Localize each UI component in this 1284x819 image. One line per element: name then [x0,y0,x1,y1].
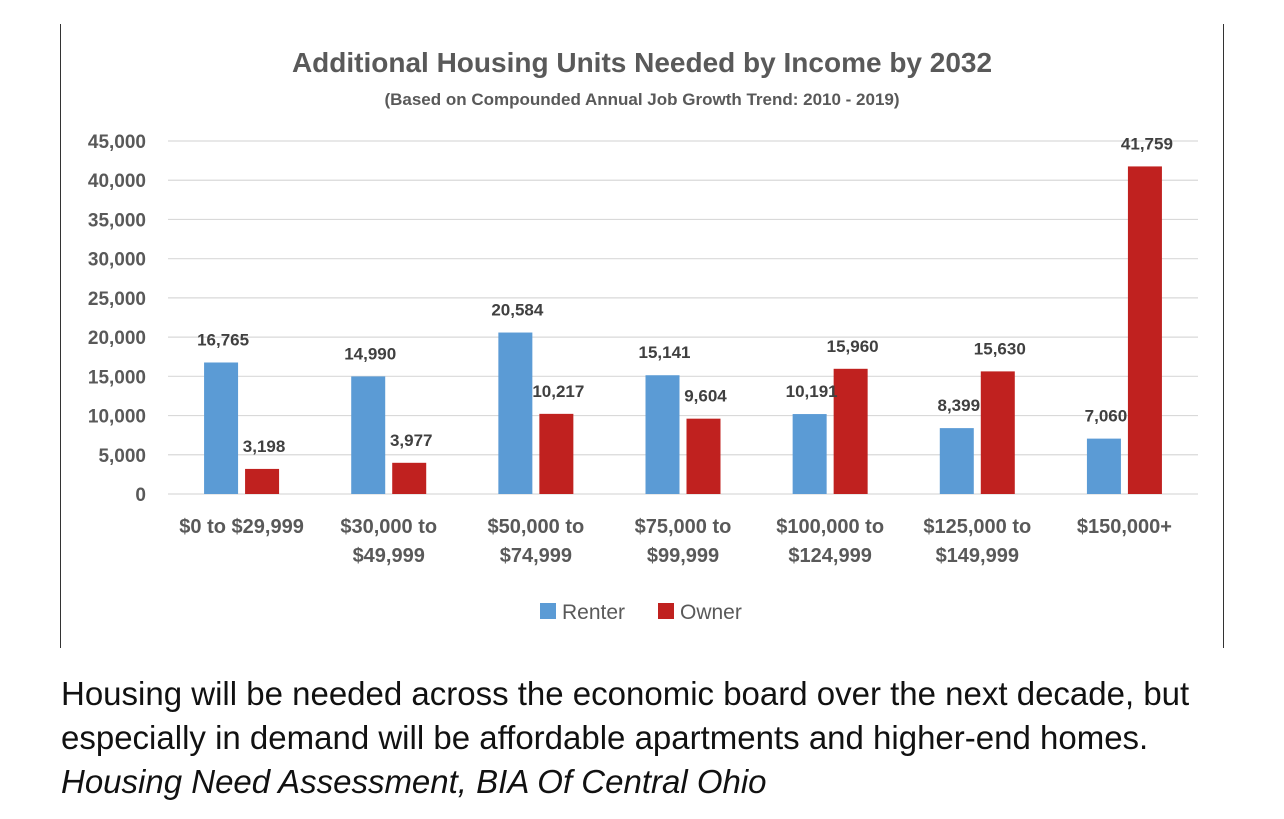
caption-text: Housing will be needed across the econom… [61,675,1190,756]
data-label-owner: 10,217 [532,382,584,401]
data-label-renter: 20,584 [491,301,544,320]
x-tick-label: $125,000 to $149,999 [923,516,1031,567]
y-tick-label: 20,000 [88,328,146,349]
data-label-renter: 7,060 [1085,407,1128,426]
bar-renter [1086,438,1121,494]
x-tick-label: $150,000+ [1077,516,1172,538]
y-tick-label: 35,000 [88,210,146,231]
legend-swatch-renter [540,603,556,619]
legend: Renter Owner [540,601,742,624]
caption-source: Housing Need Assessment, BIA Of Central … [61,763,767,800]
data-labels: 16,765 3,198 14,990 3,977 20,584 10,217 15,141… [197,134,1173,455]
y-tick-label: 40,000 [88,171,146,192]
bar-renter [645,375,680,494]
chart-subtitle: (Based on Compounded Annual Job Growth T… [384,90,899,109]
x-tick-label: $100,000 to $124,999 [776,516,884,567]
x-axis-ticks: $0 to $29,999 $30,000 to $49,999 $50,000 to… [179,516,1172,567]
bar-renter [498,332,533,494]
x-tick-label: $0 to $29,999 [179,516,304,538]
data-label-owner: 3,198 [243,437,286,456]
y-tick-label: 0 [135,485,146,506]
data-label-owner: 15,630 [974,339,1026,358]
bar-owner [539,413,574,494]
gridlines [168,140,1198,495]
x-tick-label: $75,000 to $99,999 [635,516,732,567]
data-label-owner: 41,759 [1121,134,1173,153]
legend-label-owner: Owner [680,601,742,624]
figure-caption: Housing will be needed across the econom… [61,672,1241,804]
bar-renter [939,428,974,494]
bar-chart: Additional Housing Units Needed by Incom… [88,47,1198,624]
legend-label-renter: Renter [562,601,625,624]
y-tick-label: 45,000 [88,132,146,153]
data-label-renter: 8,399 [938,396,981,415]
bars [204,166,1162,495]
bar-owner [686,418,721,494]
y-tick-label: 5,000 [98,446,146,467]
bar-renter [204,362,239,494]
y-tick-label: 15,000 [88,367,146,388]
x-tick-label: $50,000 to $74,999 [487,516,584,567]
data-label-renter: 16,765 [197,330,249,349]
x-tick-label: $30,000 to $49,999 [340,516,437,567]
bar-owner [980,371,1015,494]
y-tick-label: 10,000 [88,407,146,428]
chart-frame [60,24,1224,648]
y-tick-label: 25,000 [88,289,146,310]
bar-owner [245,468,280,494]
bar-owner [392,462,427,494]
data-label-owner: 3,977 [390,431,433,450]
y-tick-label: 30,000 [88,250,146,271]
bar-renter [351,376,386,494]
data-label-renter: 10,191 [786,382,838,401]
y-axis-ticks: 0 5,000 10,000 15,000 20,000 25,000 30,000 35,0… [88,132,146,506]
legend-swatch-owner [658,603,674,619]
data-label-owner: 15,960 [827,337,879,356]
bar-renter [792,414,827,494]
data-label-owner: 9,604 [684,387,727,406]
bar-owner [1127,166,1162,495]
data-label-renter: 15,141 [639,343,691,362]
bar-owner [833,368,868,494]
data-label-renter: 14,990 [344,344,396,363]
chart-title: Additional Housing Units Needed by Incom… [292,47,992,78]
